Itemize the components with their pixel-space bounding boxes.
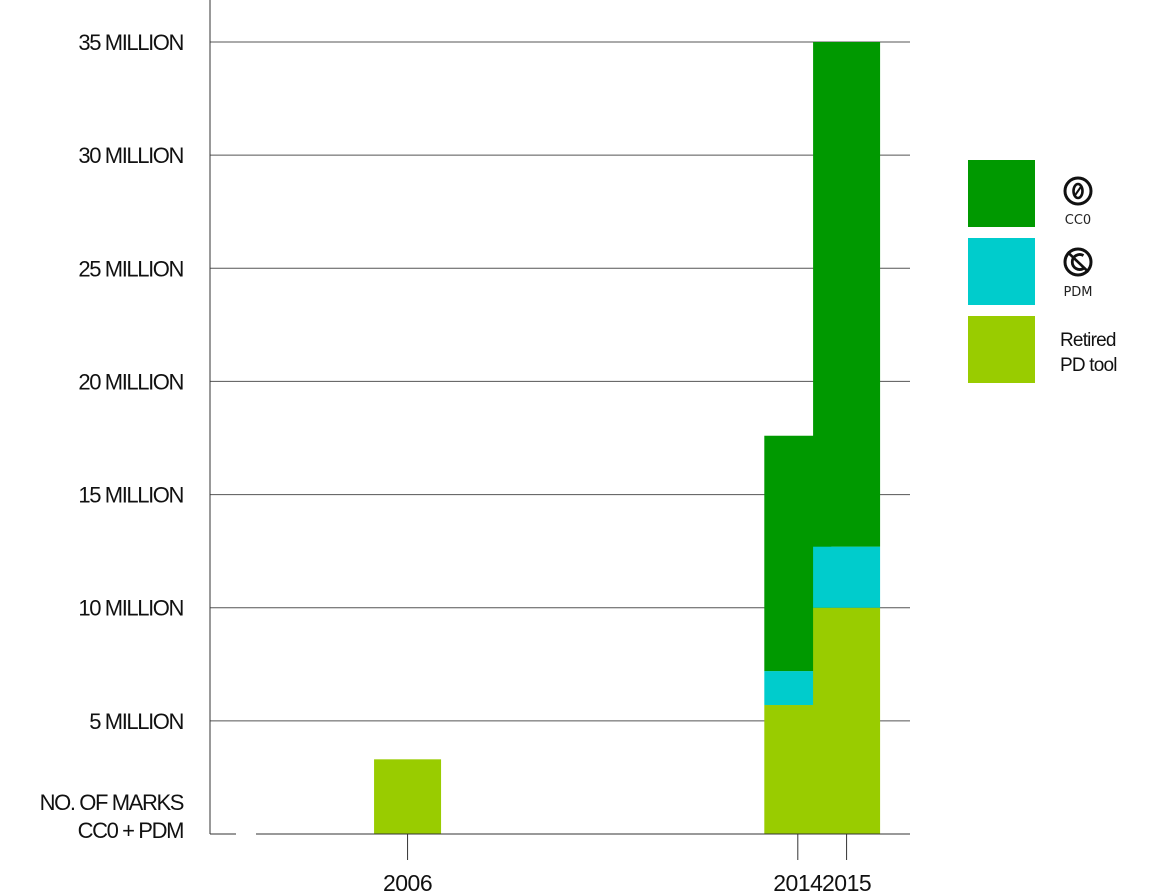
y-tick-label: 5 MILLION xyxy=(89,709,183,734)
legend-swatch-cc0 xyxy=(968,160,1035,227)
legend-label-retired-line-2: PD tool xyxy=(1060,355,1117,376)
legend-swatch-retired xyxy=(968,316,1035,383)
axes xyxy=(209,0,910,835)
legend-swatch-pdm xyxy=(968,238,1035,305)
bars xyxy=(374,42,881,834)
x-tick-label-2014: 2014 xyxy=(773,870,823,896)
y-axis-title-line-2: CC0 + PDM xyxy=(78,818,183,843)
legend-label-retired-line-1: Retired xyxy=(1060,330,1116,351)
y-tick-label: 15 MILLION xyxy=(78,483,183,508)
x-tick-labels: 2006 2014 2015 xyxy=(383,834,872,896)
y-tick-label: 25 MILLION xyxy=(78,256,183,281)
cc-zero-icon xyxy=(1063,176,1093,206)
gridlines xyxy=(210,41,910,722)
bar-retired-2015 xyxy=(813,607,881,834)
bar-retired-2006 xyxy=(374,759,442,834)
bar-pdm-2015 xyxy=(813,546,881,608)
y-tick-labels: 5 MILLION 10 MILLION 15 MILLION 20 MILLION 2… xyxy=(78,30,185,734)
bar-cc0-2015 xyxy=(813,42,881,547)
y-tick-label: 30 MILLION xyxy=(78,143,183,168)
legend-label-cc0: CC0 xyxy=(1065,213,1091,228)
x-tick-label-2015: 2015 xyxy=(822,870,871,896)
legend-label-pdm: PDM xyxy=(1063,285,1092,300)
y-tick-label: 10 MILLION xyxy=(78,596,183,621)
legend: CC0 PDM Retired PD tool xyxy=(968,160,1118,383)
x-tick-label-2006: 2006 xyxy=(383,870,432,896)
y-tick-label: 20 MILLION xyxy=(78,369,183,394)
y-axis-title: NO. OF MARKS CC0 + PDM xyxy=(40,790,185,843)
y-axis-title-line-1: NO. OF MARKS xyxy=(40,790,184,815)
public-domain-mark-icon xyxy=(1063,247,1093,277)
y-tick-label: 35 MILLION xyxy=(78,30,183,55)
